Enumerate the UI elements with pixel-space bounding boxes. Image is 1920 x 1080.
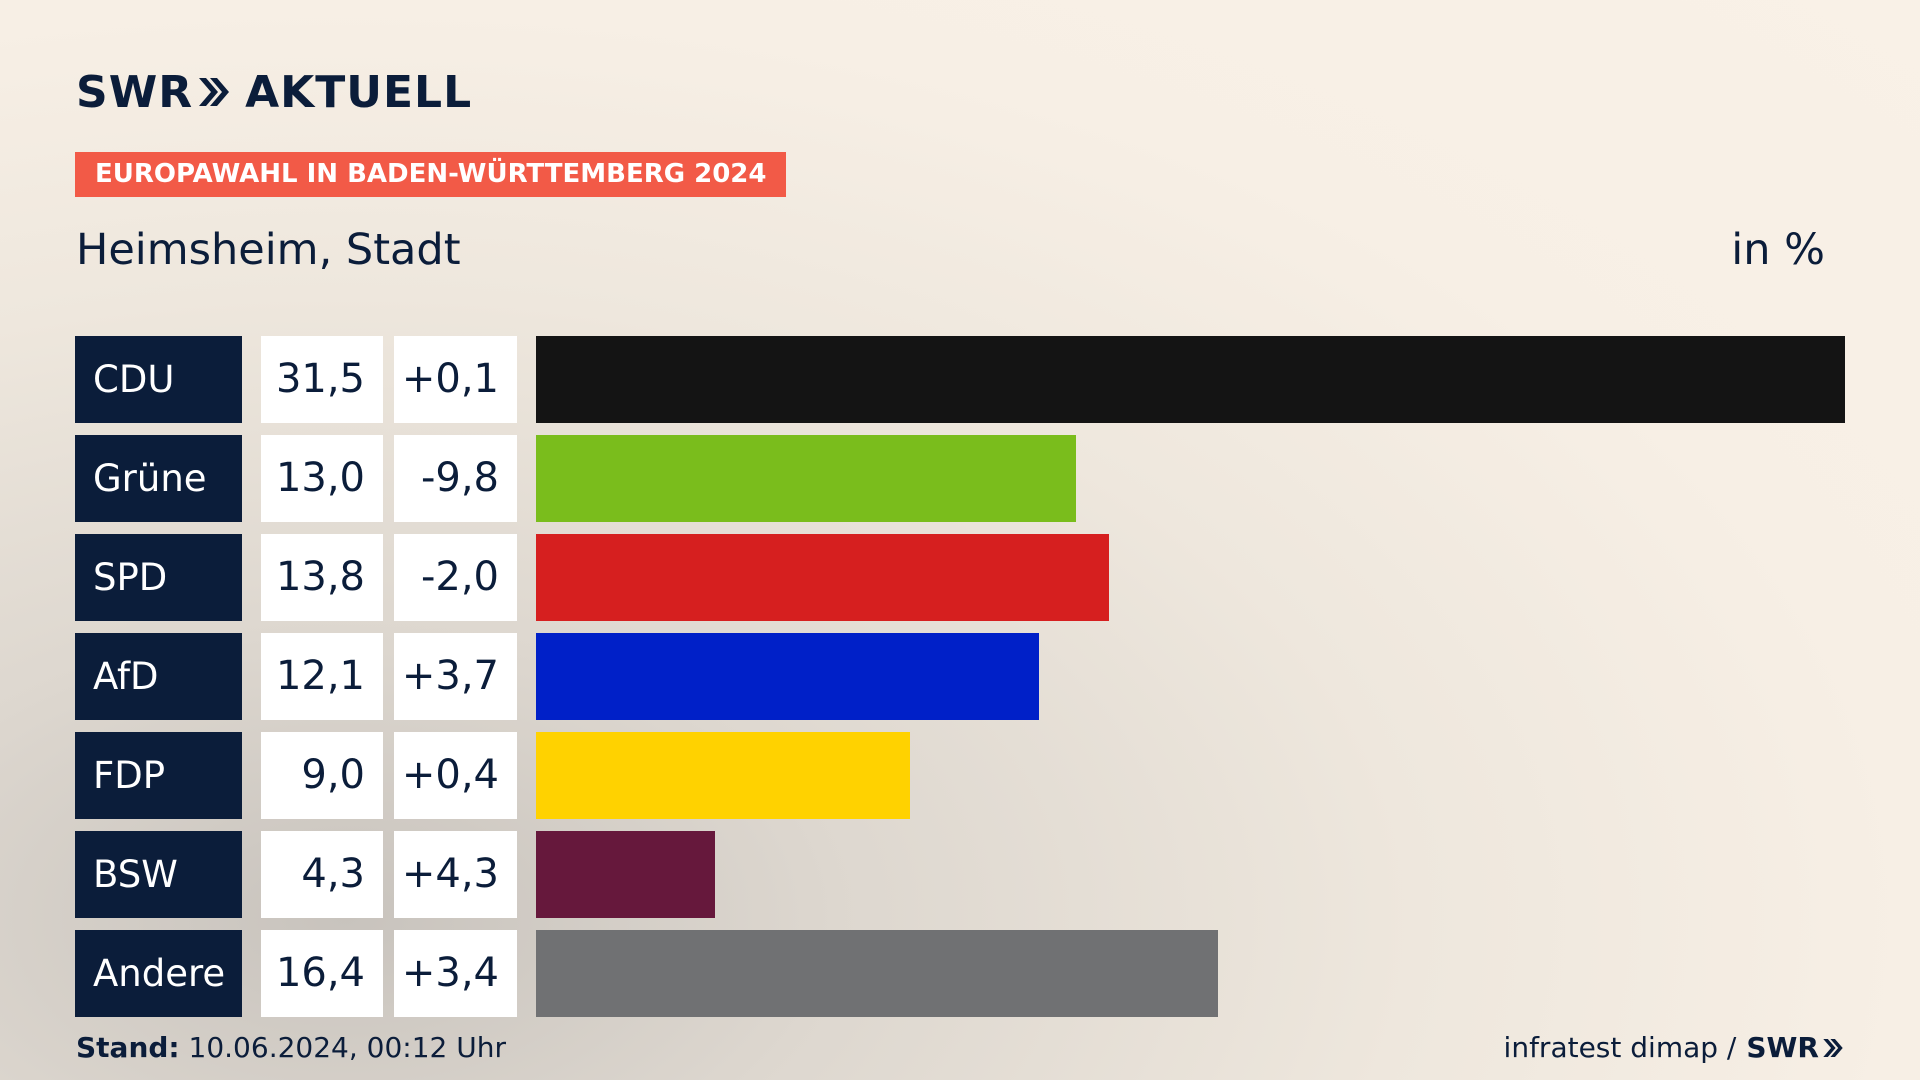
source-text: infratest dimap / xyxy=(1503,1031,1737,1064)
value-label: 16,4 xyxy=(261,930,383,1017)
bar-row-afd: AfD 12,1 +3,7 xyxy=(0,633,1920,720)
value-label: 9,0 xyxy=(261,732,383,819)
bar-row-bsw: BSW 4,3 +4,3 xyxy=(0,831,1920,918)
bar xyxy=(536,336,1845,423)
change-label: -2,0 xyxy=(394,534,517,621)
swr-small-wordmark: SWR xyxy=(1746,1031,1819,1064)
stand-value: 10.06.2024, 00:12 Uhr xyxy=(188,1031,506,1064)
change-label: +0,4 xyxy=(394,732,517,819)
timestamp: Stand: 10.06.2024, 00:12 Uhr xyxy=(76,1030,506,1066)
bar xyxy=(536,732,910,819)
party-label: SPD xyxy=(75,534,242,621)
swr-small-logo: SWR xyxy=(1746,1030,1844,1066)
party-label: Grüne xyxy=(75,435,242,522)
bar xyxy=(536,534,1109,621)
bar-row-cdu: CDU 31,5 +0,1 xyxy=(0,336,1920,423)
party-label: Andere xyxy=(75,930,242,1017)
bar-row-fdp: FDP 9,0 +0,4 xyxy=(0,732,1920,819)
bar-row-grüne: Grüne 13,0 -9,8 xyxy=(0,435,1920,522)
location-title: Heimsheim, Stadt xyxy=(76,225,461,275)
value-label: 4,3 xyxy=(261,831,383,918)
bar xyxy=(536,633,1039,720)
stand-label: Stand: xyxy=(76,1031,180,1064)
change-label: +4,3 xyxy=(394,831,517,918)
bar xyxy=(536,435,1076,522)
party-label: BSW xyxy=(75,831,242,918)
swr-aktuell-logo: SWR AKTUELL xyxy=(76,62,472,122)
change-label: +3,4 xyxy=(394,930,517,1017)
change-label: +3,7 xyxy=(394,633,517,720)
bar-row-spd: SPD 13,8 -2,0 xyxy=(0,534,1920,621)
value-label: 31,5 xyxy=(261,336,383,423)
change-label: +0,1 xyxy=(394,336,517,423)
value-label: 13,8 xyxy=(261,534,383,621)
party-label: AfD xyxy=(75,633,242,720)
unit-label: in % xyxy=(1731,225,1825,275)
double-chevron-icon xyxy=(197,75,231,109)
change-label: -9,8 xyxy=(394,435,517,522)
bar xyxy=(536,831,715,918)
party-label: FDP xyxy=(75,732,242,819)
election-badge: EUROPAWAHL IN BADEN-WÜRTTEMBERG 2024 xyxy=(75,152,787,197)
value-label: 13,0 xyxy=(261,435,383,522)
double-chevron-small-icon xyxy=(1823,1038,1843,1058)
aktuell-wordmark: AKTUELL xyxy=(245,66,473,118)
party-label: CDU xyxy=(75,336,242,423)
source-credit: infratest dimap / SWR xyxy=(1504,1030,1844,1066)
swr-wordmark: SWR xyxy=(76,66,194,118)
bar-row-andere: Andere 16,4 +3,4 xyxy=(0,930,1920,1017)
value-label: 12,1 xyxy=(261,633,383,720)
bar xyxy=(536,930,1218,1017)
